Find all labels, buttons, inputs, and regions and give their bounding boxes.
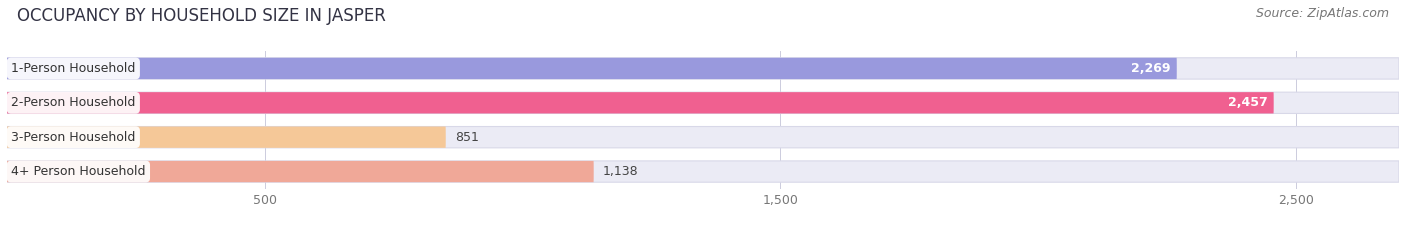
FancyBboxPatch shape — [7, 127, 446, 148]
Text: 1-Person Household: 1-Person Household — [11, 62, 135, 75]
FancyBboxPatch shape — [7, 92, 1274, 113]
Text: 4+ Person Household: 4+ Person Household — [11, 165, 146, 178]
Text: 2,269: 2,269 — [1130, 62, 1171, 75]
FancyBboxPatch shape — [7, 127, 1399, 148]
Text: 851: 851 — [456, 131, 479, 144]
Text: 2-Person Household: 2-Person Household — [11, 96, 135, 109]
FancyBboxPatch shape — [7, 161, 593, 182]
Text: 2,457: 2,457 — [1227, 96, 1267, 109]
FancyBboxPatch shape — [7, 92, 1399, 113]
Text: 1,138: 1,138 — [603, 165, 638, 178]
FancyBboxPatch shape — [7, 161, 1399, 182]
Text: Source: ZipAtlas.com: Source: ZipAtlas.com — [1256, 7, 1389, 20]
FancyBboxPatch shape — [7, 58, 1177, 79]
Text: 3-Person Household: 3-Person Household — [11, 131, 135, 144]
Text: OCCUPANCY BY HOUSEHOLD SIZE IN JASPER: OCCUPANCY BY HOUSEHOLD SIZE IN JASPER — [17, 7, 385, 25]
FancyBboxPatch shape — [7, 58, 1399, 79]
